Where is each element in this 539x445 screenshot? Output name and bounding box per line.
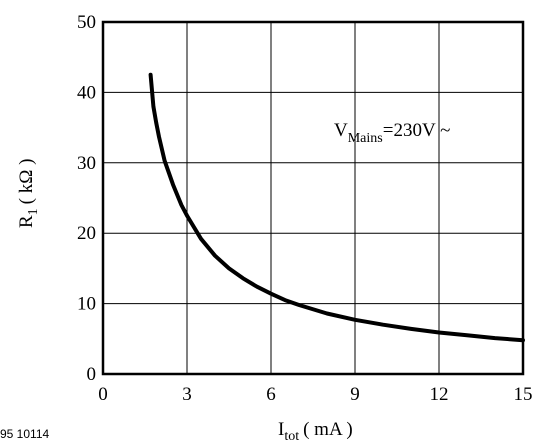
- x-tick-label: 12: [430, 384, 449, 405]
- grid-lines: [103, 22, 523, 374]
- x-axis-title-main: I: [278, 419, 284, 440]
- series-line: [148, 72, 525, 343]
- x-tick-label: 9: [350, 384, 360, 405]
- annotation-rest: =230V ~: [383, 120, 451, 141]
- x-axis-title-sub: tot: [284, 429, 299, 440]
- annotation-label: VMains=230V ~: [334, 120, 450, 146]
- y-tick-label: 20: [77, 223, 96, 244]
- annotation-sub: Mains: [348, 131, 383, 146]
- y-tick-label: 40: [77, 82, 96, 103]
- x-tick-labels: 0 3 6 9 12 15: [98, 384, 532, 405]
- x-axis-title-unit: ( mA ): [303, 419, 353, 440]
- y-tick-label: 30: [77, 153, 96, 174]
- x-tick-label: 6: [266, 384, 276, 405]
- x-tick-label: 0: [98, 384, 108, 405]
- x-tick-label: 15: [514, 384, 533, 405]
- x-axis-title: Itot ( mA ): [278, 419, 353, 440]
- y-tick-label: 10: [77, 294, 96, 315]
- y-tick-label: 0: [87, 364, 97, 385]
- plot-frame: [101, 20, 525, 376]
- figure-code: 95 10114: [0, 427, 49, 440]
- series-group: [148, 72, 525, 343]
- y-axis-title: R1 ( kΩ ): [16, 159, 41, 228]
- y-tick-labels: 0 10 20 30 40 50: [77, 12, 96, 385]
- annotation-main: V: [334, 120, 348, 141]
- y-tick-label: 50: [77, 12, 96, 33]
- x-tick-label: 3: [182, 384, 192, 405]
- y-axis-title-sub: 1: [26, 208, 41, 215]
- y-axis-title-main: R: [16, 215, 37, 228]
- y-axis-title-unit: ( kΩ ): [16, 159, 37, 205]
